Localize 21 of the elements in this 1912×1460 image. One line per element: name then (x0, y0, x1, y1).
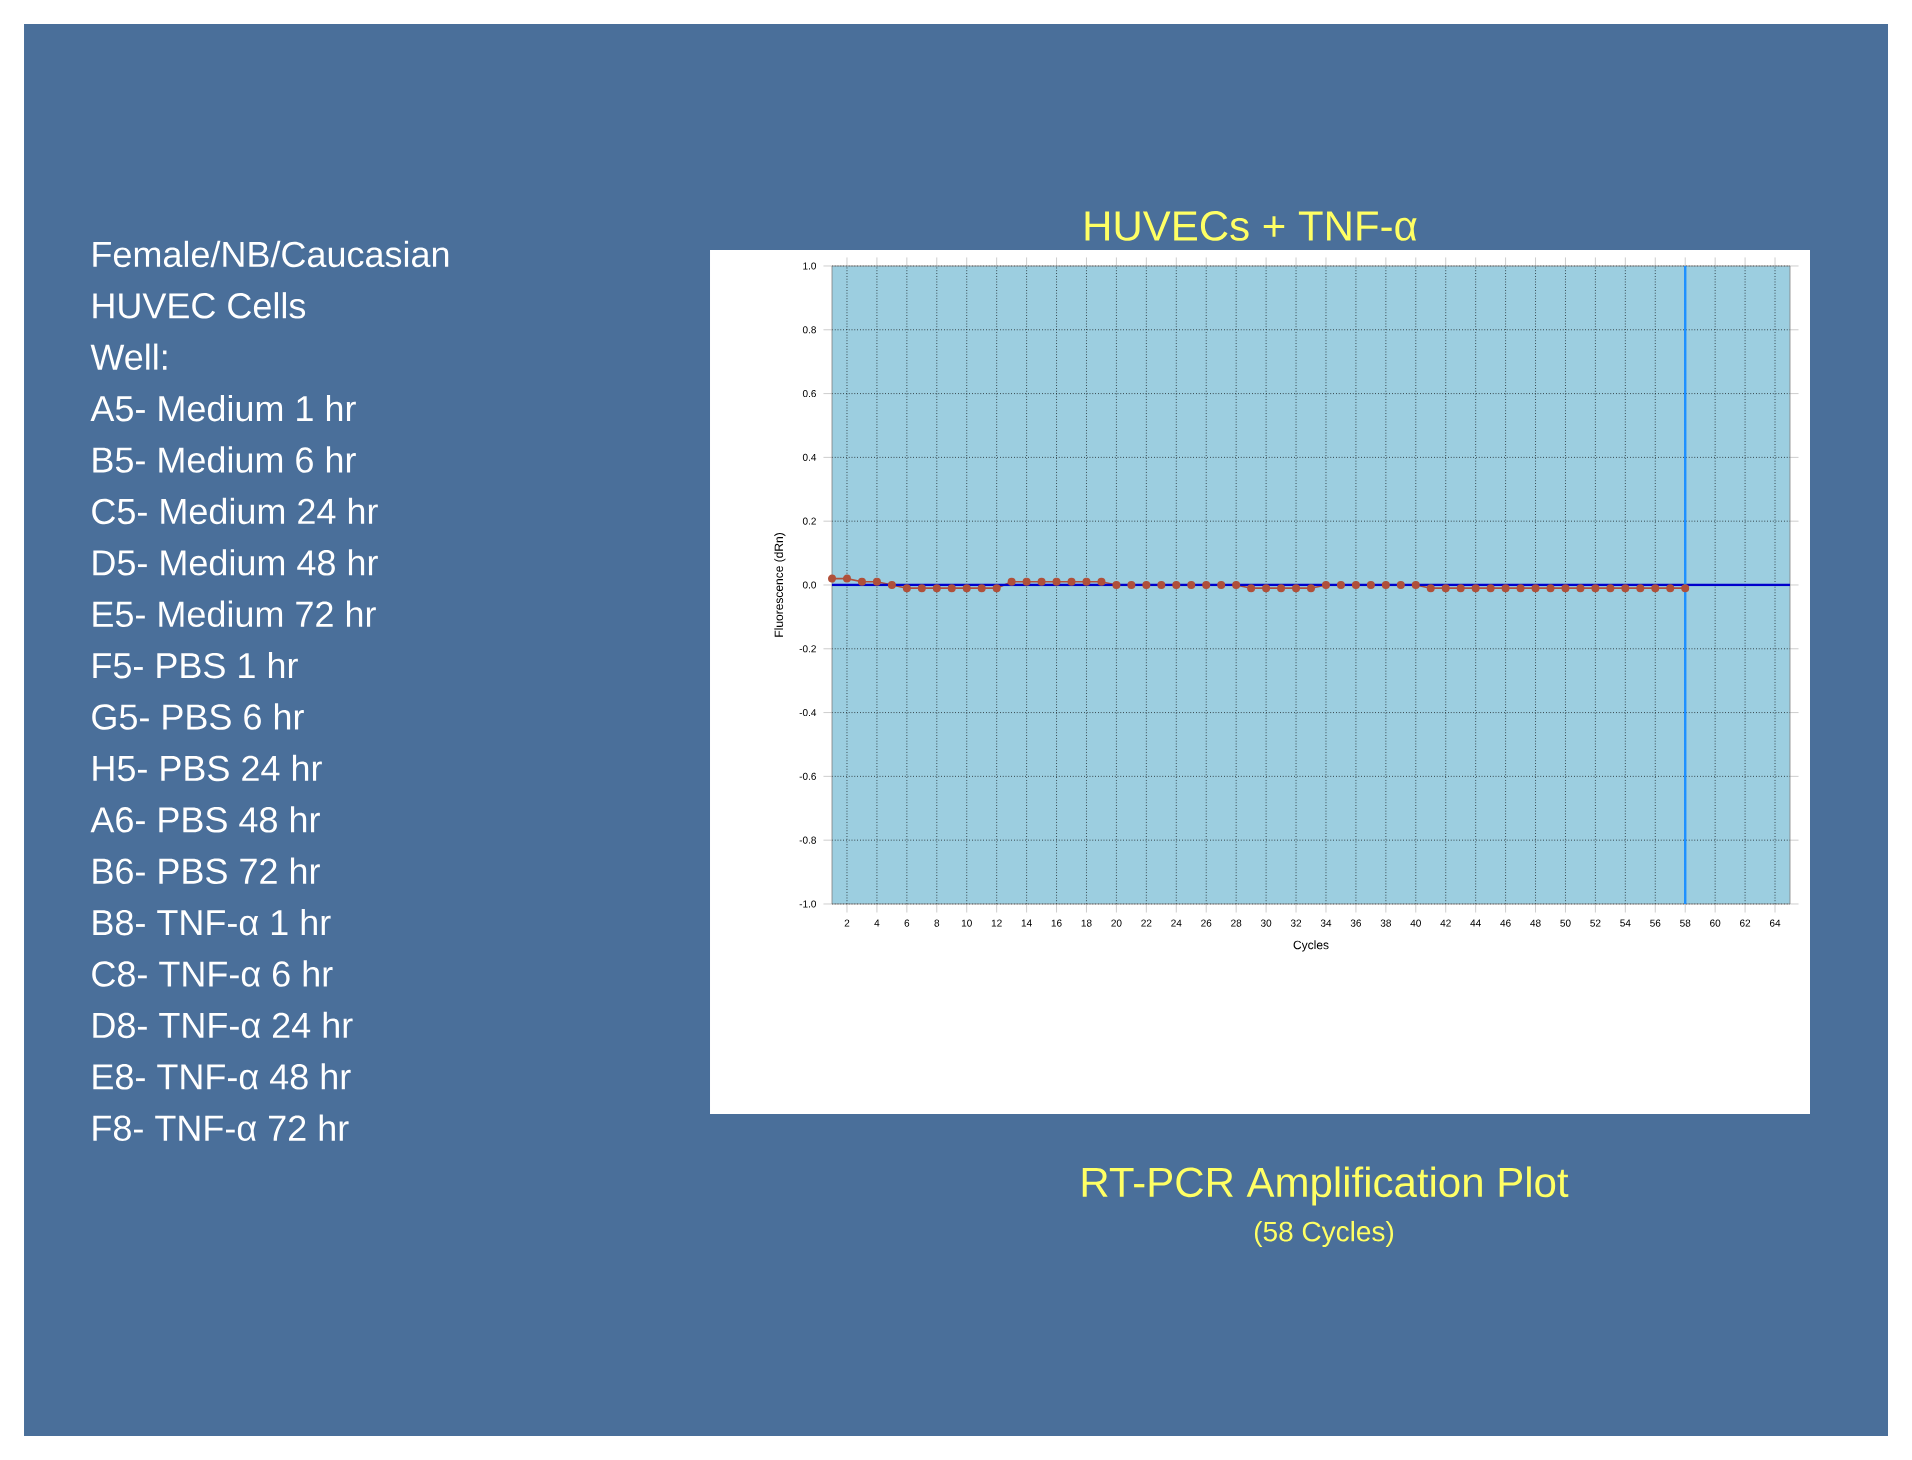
text: C8- TNF-α 6 hr (92, 960, 333, 987)
chart-title: HUVECs + TNF-α (1085, 211, 1417, 241)
text: B6- PBS 72 hr (93, 857, 320, 884)
text: A6- PBS 48 hr (90, 806, 320, 833)
text: D5- Medium 48 hr (93, 549, 378, 576)
text: (58 Cycles) (1254, 1220, 1394, 1248)
text: RT-PCR Amplification Plot (1082, 1166, 1569, 1206)
text: E5- Medium 72 hr (93, 600, 376, 627)
text: B5- Medium 6 hr (93, 446, 356, 473)
text: E8- TNF-α 48 hr (93, 1063, 351, 1090)
text: Well: (90, 343, 167, 370)
text: B8- TNF-α 1 hr (93, 908, 331, 936)
text: D8- TNF-α 24 hr (93, 1011, 353, 1039)
text: F5- PBS 1 hr (93, 651, 298, 679)
text: G5- PBS 6 hr (92, 703, 304, 730)
text: Female/NB/Caucasian (93, 240, 449, 268)
text: H5- PBS 24 hr (93, 754, 322, 782)
text: C5- Medium 24 hr (92, 497, 378, 525)
text: HUVEC Cells (93, 292, 306, 319)
text: F8- TNF-α 72 hr (93, 1114, 349, 1141)
text: A5- Medium 1 hr (90, 394, 356, 422)
